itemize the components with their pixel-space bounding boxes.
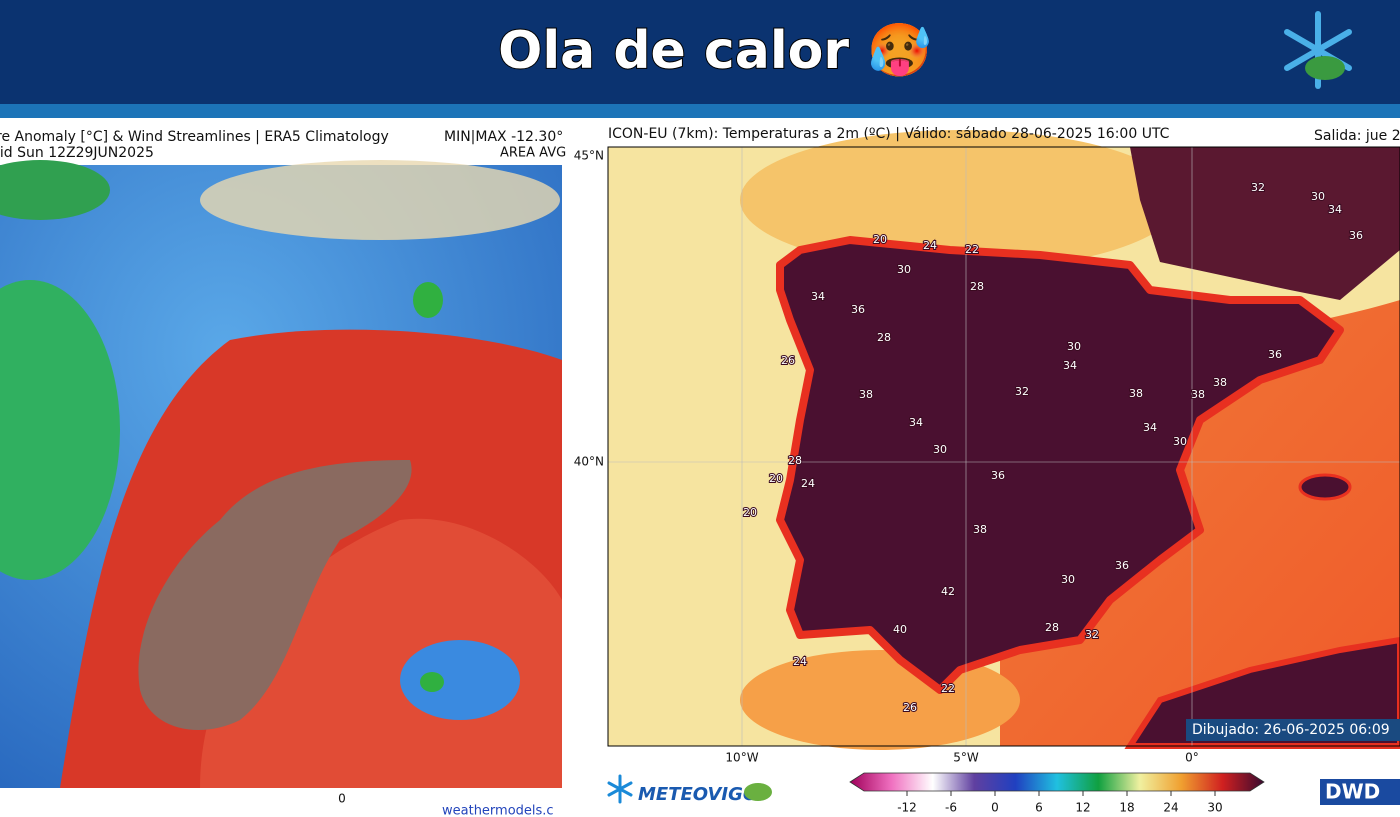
right-map [607, 130, 1400, 750]
right-title: ICON-EU (7km): Temperaturas a 2m (ºC) | … [608, 126, 1170, 142]
contour-label: 26 [903, 701, 917, 714]
drawn-box [1186, 719, 1400, 741]
lon-label: 10°W [725, 751, 758, 765]
lon-label: 5°W [953, 751, 979, 765]
contour-label: 36 [1115, 559, 1129, 572]
page-title: Ola de calor 🥵 [498, 21, 932, 81]
lat-label: 40°N [574, 455, 604, 469]
contour-label: 28 [788, 454, 802, 467]
header-bar [0, 0, 1400, 104]
contour-label: 20 [873, 233, 887, 246]
contour-label: 36 [991, 469, 1005, 482]
contour-label: 26 [781, 354, 795, 367]
colorbar-ticks: -12 -6 0 6 12 18 24 30 [897, 791, 1223, 815]
left-minmax: MIN|MAX -12.30° [444, 129, 563, 145]
colorbar-tick-label: 6 [1035, 801, 1043, 815]
left-title-2: lid Sun 12Z29JUN2025 [0, 145, 154, 161]
colorbar-tick-label: 18 [1119, 801, 1134, 815]
lon-label: 0° [1185, 751, 1199, 765]
contour-label: 32 [1085, 628, 1099, 641]
contour-label: 28 [1045, 621, 1059, 634]
contour-label: 38 [1191, 388, 1205, 401]
contour-label: 28 [877, 331, 891, 344]
contour-label: 38 [973, 523, 987, 536]
contour-labels: 20 24 223034363828323034363838363430282624… [742, 180, 1364, 715]
snowflake-logo [1284, 11, 1352, 89]
colorbar [849, 772, 1265, 792]
meteovigo-text: METEOVIGO [638, 784, 758, 805]
left-x-label: 0 [338, 792, 346, 806]
contour-label: 30 [1311, 190, 1325, 203]
meteovigo-logo: METEOVIGO [607, 774, 772, 805]
contour-label: 34 [1063, 359, 1077, 372]
contour-label: 36 [1268, 348, 1282, 361]
contour-label: 34 [1328, 203, 1342, 216]
colorbar-tick-label: 30 [1207, 801, 1222, 815]
colorbar-tick-label: 0 [991, 801, 999, 815]
contour-label: 30 [933, 443, 947, 456]
left-credit: weathermodels.c [442, 804, 554, 817]
drawn-label: Dibujado: 26-06-2025 06:09 [1192, 722, 1390, 738]
contour-label: 30 [897, 263, 911, 276]
contour-label: 36 [851, 303, 865, 316]
colorbar-tick-label: -12 [897, 801, 917, 815]
lat-label: 45°N [574, 149, 604, 163]
dwd-logo [1320, 779, 1400, 805]
contour-label: 22 [965, 243, 979, 256]
contour-label: 30 [1173, 435, 1187, 448]
colorbar-tick-label: 24 [1163, 801, 1178, 815]
contour-label: 30 [1067, 340, 1081, 353]
contour-label: 20 [769, 472, 783, 485]
left-title-1: re Anomaly [°C] & Wind Streamlines | ERA… [0, 129, 389, 145]
contour-label: 34 [811, 290, 825, 303]
contour-label: 34 [1143, 421, 1157, 434]
colorbar-tick-label: 12 [1075, 801, 1090, 815]
left-area: AREA AVG [500, 146, 566, 161]
contour-label: 38 [1213, 376, 1227, 389]
left-map [0, 160, 562, 788]
contour-label: 38 [1129, 387, 1143, 400]
contour-label: 24 [793, 655, 807, 668]
contour-label: 28 [970, 280, 984, 293]
contour-label: 42 [941, 585, 955, 598]
contour-label: 38 [859, 388, 873, 401]
contour-label: 32 [1251, 181, 1265, 194]
contour-label: 22 [941, 682, 955, 695]
right-run: Salida: jue 2 [1314, 128, 1400, 144]
contour-label: 36 [1349, 229, 1363, 242]
contour-label: 32 [1015, 385, 1029, 398]
contour-label: 34 [909, 416, 923, 429]
contour-label: 24 [923, 239, 937, 252]
dwd-text: DWD [1325, 780, 1380, 804]
contour-label: 30 [1061, 573, 1075, 586]
contour-label: 20 [743, 506, 757, 519]
header-strip [0, 104, 1400, 118]
contour-label: 24 [801, 477, 815, 490]
colorbar-tick-label: -6 [945, 801, 957, 815]
contour-label: 40 [893, 623, 907, 636]
